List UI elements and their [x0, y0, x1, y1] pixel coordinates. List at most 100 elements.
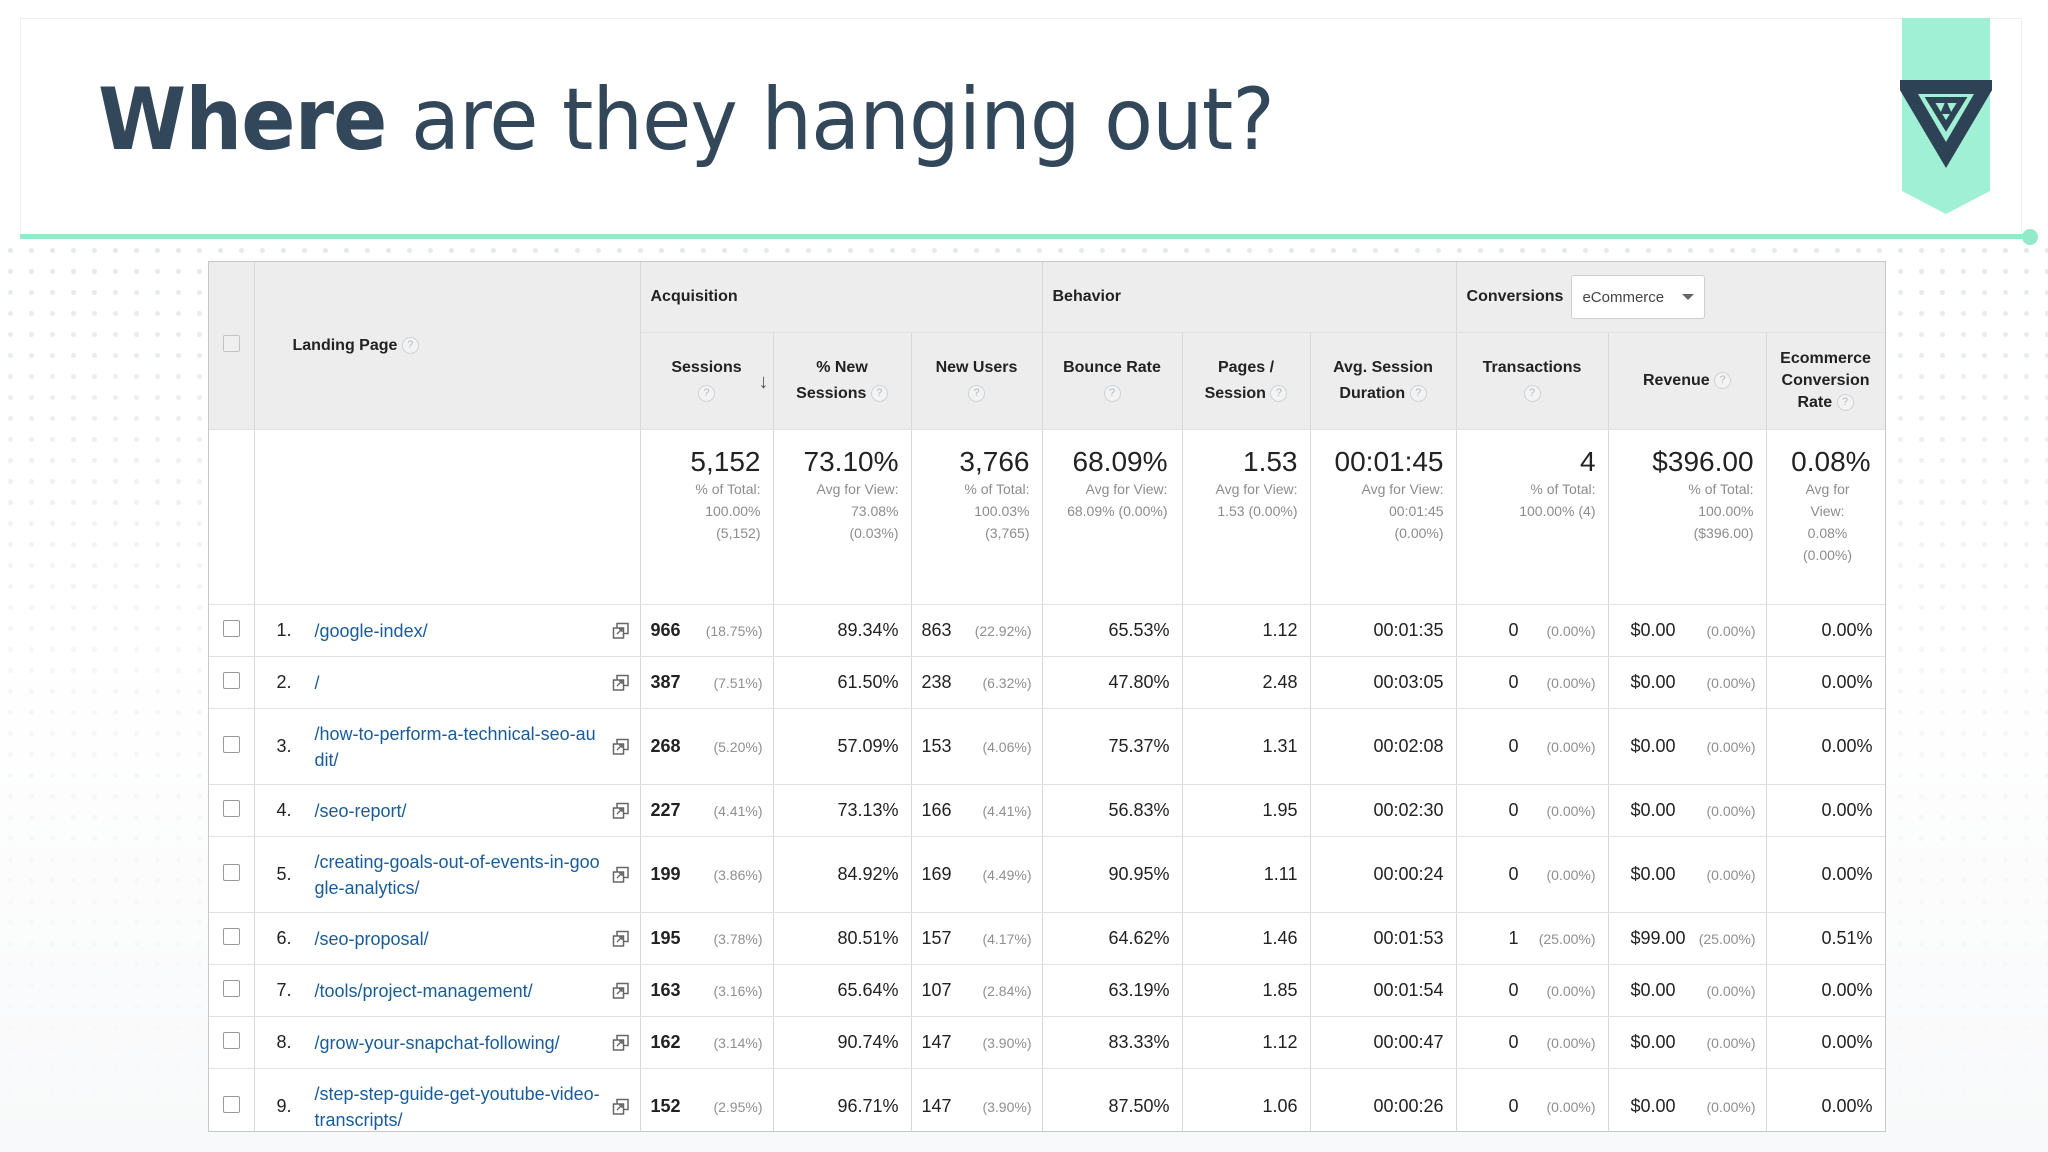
sessions-value: 163 — [650, 980, 681, 1000]
col-avg-session-label-2: Duration — [1339, 385, 1406, 402]
col-landing-page[interactable]: Landing Page ? — [254, 262, 641, 430]
open-external-icon[interactable] — [612, 622, 630, 640]
col-sessions-label: Sessions — [671, 359, 742, 376]
table-row[interactable]: 9. /step-step-guide-get-youtube-video-tr… — [209, 1068, 1885, 1131]
revenue-value: $0.00 — [1630, 1032, 1676, 1052]
open-external-icon[interactable] — [612, 982, 630, 1000]
landing-page-link[interactable]: /grow-your-snapchat-following/ — [314, 1032, 560, 1053]
landing-page-link[interactable]: /how-to-perform-a-technical-seo-audit/ — [314, 723, 596, 770]
col-pages-session-label-2: Session — [1204, 385, 1266, 402]
total-note: ($396.00) — [1693, 525, 1754, 541]
bounce-rate-cell: 87.50% — [1042, 1068, 1183, 1131]
table-row[interactable]: 1. /google-index/ 966 (18.75%) 89.34% 863… — [209, 604, 1885, 657]
col-ecommerce-rate[interactable]: Ecommerce Conversion Rate ? — [1766, 332, 1885, 430]
transactions-percent: (0.00%) — [1546, 738, 1596, 755]
new-users-cell: 166 (4.41%) — [911, 784, 1043, 837]
col-new-users[interactable]: New Users? — [911, 332, 1043, 430]
row-select-cell — [209, 604, 255, 657]
bounce-rate-cell: 90.95% — [1042, 836, 1183, 913]
landing-page-link[interactable]: /creating-goals-out-of-events-in-google-… — [314, 851, 600, 898]
landing-page-link[interactable]: / — [314, 672, 320, 693]
transactions-cell: 0 (0.00%) — [1456, 1016, 1609, 1069]
open-external-icon[interactable] — [612, 930, 630, 948]
row-rank: 7. — [276, 980, 292, 1000]
table-row[interactable]: 8. /grow-your-snapchat-following/ 162 (3.… — [209, 1016, 1885, 1069]
col-new-sessions[interactable]: % New Sessions ? — [773, 332, 912, 430]
open-external-icon[interactable] — [612, 674, 630, 692]
row-checkbox[interactable] — [222, 799, 240, 817]
col-bounce-rate[interactable]: Bounce Rate? — [1042, 332, 1183, 430]
open-external-icon[interactable] — [612, 1098, 630, 1116]
transactions-cell: 0 (0.00%) — [1456, 784, 1609, 837]
open-external-icon[interactable] — [612, 866, 630, 884]
row-rank: 4. — [276, 800, 292, 820]
sessions-cell: 152 (2.95%) — [640, 1068, 774, 1131]
help-icon[interactable]: ? — [1270, 385, 1288, 403]
transactions-value: 1 — [1508, 928, 1519, 948]
landing-page-link[interactable]: /seo-proposal/ — [314, 928, 429, 949]
col-pages-session[interactable]: Pages / Session ? — [1182, 332, 1311, 430]
col-avg-session-duration[interactable]: Avg. Session Duration ? — [1310, 332, 1457, 430]
table-row[interactable]: 7. /tools/project-management/ 163 (3.16%)… — [209, 964, 1885, 1017]
total-value: 0.08% — [1791, 446, 1871, 477]
sort-desc-icon[interactable]: ↓ — [758, 371, 769, 393]
row-checkbox[interactable] — [222, 979, 240, 997]
total-value: 1.53 — [1243, 446, 1298, 477]
help-icon[interactable]: ? — [1714, 372, 1732, 390]
col-pages-session-label-1: Pages / — [1217, 359, 1275, 376]
ecom-rate-cell: 0.00% — [1766, 964, 1885, 1017]
pages-session-cell: 2.48 — [1182, 656, 1311, 709]
row-checkbox[interactable] — [222, 619, 240, 637]
row-checkbox[interactable] — [222, 735, 240, 753]
ecom-rate-cell: 0.00% — [1766, 784, 1885, 837]
select-all-checkbox[interactable] — [222, 334, 240, 352]
help-icon[interactable]: ? — [1523, 385, 1541, 403]
table-row[interactable]: 2. / 387 (7.51%) 61.50% 238 (6.32%) 47.80%… — [209, 656, 1885, 709]
ecom-rate-cell: 0.00% — [1766, 708, 1885, 785]
conversions-dropdown[interactable]: eCommerce — [1571, 275, 1706, 319]
col-revenue[interactable]: Revenue ? — [1608, 332, 1767, 430]
open-external-icon[interactable] — [612, 738, 630, 756]
help-icon[interactable]: ? — [698, 385, 715, 403]
help-icon[interactable]: ? — [1836, 394, 1854, 412]
landing-page-cell: 9. /step-step-guide-get-youtube-video-tr… — [254, 1068, 641, 1131]
sessions-percent: (7.51%) — [713, 674, 763, 691]
table-row[interactable]: 5. /creating-goals-out-of-events-in-goog… — [209, 836, 1885, 913]
landing-page-link[interactable]: /tools/project-management/ — [314, 980, 533, 1001]
total-ecom-rate: 0.08% Avg for View: 0.08% (0.00%) — [1766, 429, 1885, 605]
duration-cell: 00:02:08 — [1310, 708, 1457, 785]
landing-page-link[interactable]: /seo-report/ — [314, 800, 407, 821]
help-icon[interactable]: ? — [1103, 385, 1121, 403]
total-note: % of Total: — [964, 481, 1030, 497]
brand-logo-icon — [1900, 80, 1992, 168]
help-icon[interactable]: ? — [968, 385, 985, 403]
table-row[interactable]: 6. /seo-proposal/ 195 (3.78%) 80.51% 157 (… — [209, 912, 1885, 965]
row-select-cell — [209, 912, 255, 965]
help-icon[interactable]: ? — [401, 336, 419, 354]
landing-page-cell: 7. /tools/project-management/ — [254, 964, 641, 1017]
ecom-rate-cell: 0.00% — [1766, 656, 1885, 709]
open-external-icon[interactable] — [612, 802, 630, 820]
sessions-percent: (2.95%) — [713, 1098, 763, 1115]
sessions-cell: 195 (3.78%) — [640, 912, 774, 965]
help-icon[interactable]: ? — [1409, 385, 1427, 403]
total-note: (3,765) — [985, 525, 1030, 541]
row-checkbox[interactable] — [222, 1031, 240, 1049]
row-checkbox[interactable] — [222, 671, 240, 689]
row-checkbox[interactable] — [222, 1095, 240, 1113]
revenue-cell: $99.00 (25.00%) — [1608, 912, 1767, 965]
sessions-cell: 387 (7.51%) — [640, 656, 774, 709]
help-icon[interactable]: ? — [870, 385, 888, 403]
new-users-percent: (3.90%) — [982, 1098, 1032, 1115]
landing-page-link[interactable]: /step-step-guide-get-youtube-video-trans… — [314, 1083, 600, 1130]
open-external-icon[interactable] — [612, 1034, 630, 1052]
row-checkbox[interactable] — [222, 927, 240, 945]
table-row[interactable]: 4. /seo-report/ 227 (4.41%) 73.13% 166 (4.… — [209, 784, 1885, 837]
row-select-cell — [209, 1068, 255, 1131]
row-checkbox[interactable] — [222, 863, 240, 881]
col-sessions[interactable]: Sessions? ↓ — [640, 332, 774, 430]
col-transactions[interactable]: Transactions? — [1456, 332, 1609, 430]
landing-page-link[interactable]: /google-index/ — [314, 620, 428, 641]
sessions-cell: 163 (3.16%) — [640, 964, 774, 1017]
table-row[interactable]: 3. /how-to-perform-a-technical-seo-audit… — [209, 708, 1885, 785]
